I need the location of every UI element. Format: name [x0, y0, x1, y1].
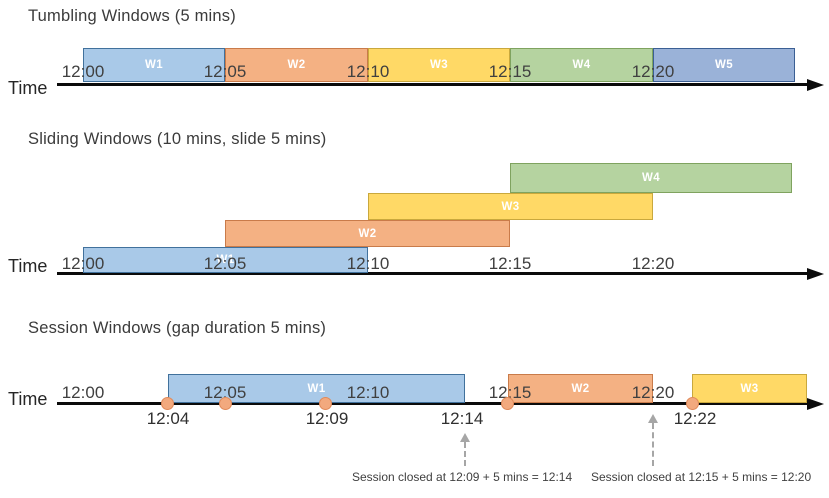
tick-label: 12:15 — [488, 383, 532, 402]
sliding-time-axis-label: Time — [8, 256, 48, 276]
tumbling-window-w4: W4 — [510, 48, 653, 82]
window-label: W5 — [714, 59, 734, 71]
window-label: W1 — [216, 254, 235, 266]
tumbling-time-axis-label: Time — [8, 78, 48, 98]
event-marker — [501, 397, 514, 410]
tick-label: 12:00 — [61, 383, 105, 402]
tumbling-window-w1: W1 — [83, 48, 225, 82]
event-marker — [319, 397, 332, 410]
tick-label: 12:15 — [488, 62, 532, 81]
session-close-arrow — [648, 414, 658, 466]
event-time-label: 12:22 — [673, 409, 717, 428]
event-marker — [686, 397, 699, 410]
up-arrow-icon — [460, 433, 470, 442]
window-label: W3 — [501, 200, 520, 213]
event-time-label: 12:09 — [305, 409, 349, 428]
window-label: W3 — [740, 382, 759, 395]
tumbling-title: Tumbling Windows (5 mins) — [28, 7, 236, 25]
up-arrow-icon — [648, 414, 658, 423]
window-label: W2 — [287, 59, 306, 71]
sliding-window-w2: W2 — [225, 220, 510, 247]
session-window-w1: W1 — [168, 374, 465, 403]
tick-label: 12:05 — [203, 254, 247, 273]
tick-label: 12:10 — [346, 383, 390, 402]
window-label: W1 — [307, 382, 326, 395]
tumbling-window-w2: W2 — [225, 48, 368, 82]
dashed-stem — [464, 442, 466, 466]
session-window-w2: W2 — [508, 374, 653, 403]
session-timeline-arrowhead-icon — [807, 398, 824, 410]
session-window-w3: W3 — [692, 374, 807, 403]
event-marker — [161, 397, 174, 410]
tick-label: 12:00 — [61, 62, 105, 81]
tumbling-timeline-arrowhead-icon — [807, 79, 824, 91]
sliding-timeline — [57, 272, 810, 275]
sliding-window-w3: W3 — [368, 193, 653, 220]
tick-label: 12:05 — [203, 62, 247, 81]
tick-label: 12:15 — [488, 254, 532, 273]
tick-label: 12:00 — [61, 254, 105, 273]
window-label: W1 — [144, 59, 164, 71]
sliding-timeline-arrowhead-icon — [807, 268, 824, 280]
tick-label: 12:20 — [631, 383, 675, 402]
event-marker — [219, 397, 232, 410]
window-label: W3 — [429, 59, 449, 71]
window-label: W2 — [571, 382, 590, 395]
session-timeline — [57, 402, 810, 405]
event-time-label: 12:04 — [146, 409, 190, 428]
tick-label: 12:10 — [346, 62, 390, 81]
sliding-window-w1: W1 — [83, 247, 368, 273]
tumbling-window-w5: W5 — [653, 48, 795, 82]
window-label: W2 — [358, 227, 377, 240]
tick-label: 12:20 — [631, 254, 675, 273]
tumbling-timeline — [57, 83, 810, 86]
session-title: Session Windows (gap duration 5 mins) — [28, 319, 327, 337]
session-close-arrow — [460, 433, 470, 466]
session-close-annotation: Session closed at 12:09 + 5 mins = 12:14 — [352, 470, 573, 484]
session-time-axis-label: Time — [8, 389, 48, 409]
event-time-label: 12:14 — [440, 409, 484, 428]
session-close-annotation: Session closed at 12:15 + 5 mins = 12:20 — [591, 470, 812, 484]
sliding-window-w4: W4 — [510, 163, 792, 193]
tick-label: 12:05 — [203, 383, 247, 402]
window-label: W4 — [641, 172, 661, 184]
dashed-stem — [652, 423, 654, 466]
sliding-title: Sliding Windows (10 mins, slide 5 mins) — [28, 130, 327, 148]
tumbling-window-w3: W3 — [368, 48, 510, 82]
window-label: W4 — [572, 59, 591, 71]
tick-label: 12:10 — [346, 254, 390, 273]
tick-label: 12:20 — [631, 62, 675, 81]
